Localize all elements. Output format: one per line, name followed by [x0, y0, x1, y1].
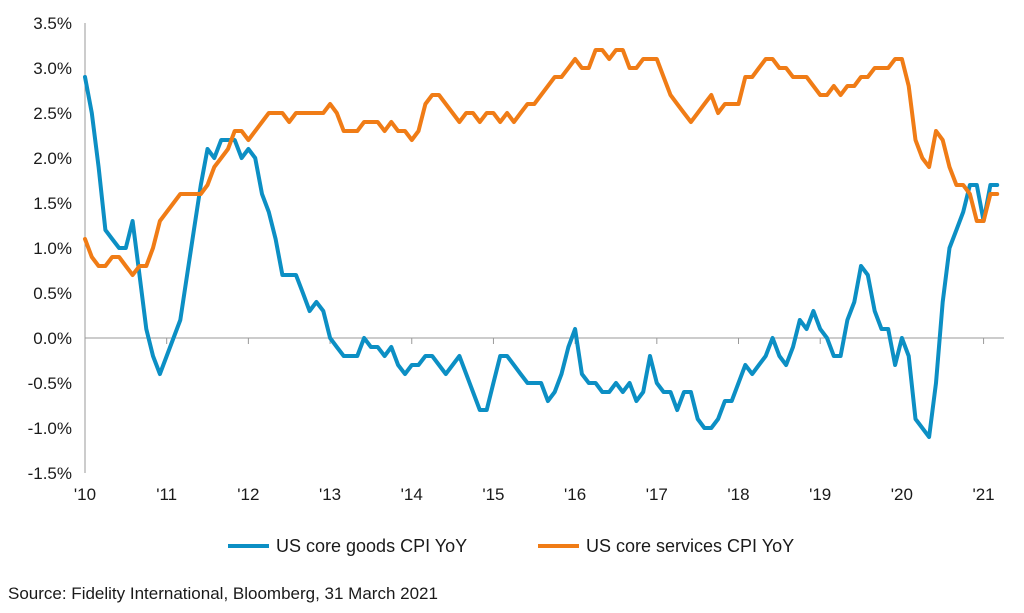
x-axis-ticks: [84, 338, 985, 344]
y-tick-label: 3.0%: [33, 59, 72, 78]
y-tick-label: 0.0%: [33, 329, 72, 348]
x-tick-label: '14: [401, 485, 423, 504]
series-lines: [83, 48, 1000, 439]
legend: US core goods CPI YoY US core services CP…: [228, 536, 794, 556]
y-tick-label: -0.5%: [28, 374, 72, 393]
x-tick-label: '13: [319, 485, 341, 504]
x-tick-label: '18: [727, 485, 749, 504]
y-tick-label: -1.0%: [28, 419, 72, 438]
x-tick-label: '17: [646, 485, 668, 504]
x-tick-label: '11: [156, 485, 177, 504]
y-tick-label: 3.5%: [33, 14, 72, 33]
series-line-core-goods: [83, 75, 1000, 439]
y-tick-label: 2.0%: [33, 149, 72, 168]
y-tick-label: -1.5%: [28, 464, 72, 483]
x-axis-tick-labels: '10 '11 '12 '13 '14 '15 '16 '17 '18 '19 '20 '21: [74, 485, 995, 504]
y-tick-label: 1.5%: [33, 194, 72, 213]
source-note: Source: Fidelity International, Bloomber…: [8, 584, 438, 603]
y-tick-label: 2.5%: [33, 104, 72, 123]
x-tick-label: '10: [74, 485, 96, 504]
y-tick-label: 0.5%: [33, 284, 72, 303]
y-axis-tick-labels: 3.5% 3.0% 2.5% 2.0% 1.5% 1.0% 0.5% 0.0% -0.5% -1.…: [28, 14, 72, 483]
x-tick-label: '21: [972, 485, 994, 504]
x-tick-label: '15: [482, 485, 504, 504]
series-line-core-services: [83, 48, 1000, 277]
legend-label-core-services: US core services CPI YoY: [586, 536, 794, 556]
x-tick-label: '19: [809, 485, 831, 504]
legend-label-core-goods: US core goods CPI YoY: [276, 536, 467, 556]
x-tick-label: '16: [564, 485, 586, 504]
x-tick-label: '12: [237, 485, 259, 504]
y-tick-label: 1.0%: [33, 239, 72, 258]
x-tick-label: '20: [891, 485, 913, 504]
